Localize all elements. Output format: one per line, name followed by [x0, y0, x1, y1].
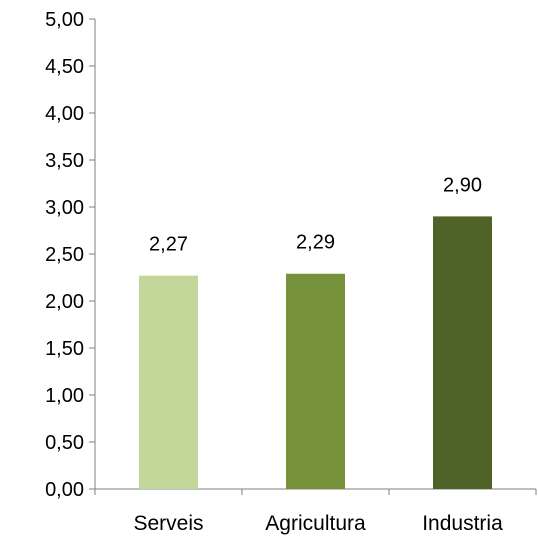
x-category-label: Serveis [133, 512, 203, 535]
y-tick-label: 2,00 [45, 291, 84, 313]
data-labels-group: 2,27 2,29 2,90 [149, 174, 482, 255]
bar-agricultura [286, 273, 345, 489]
y-tick-label: 2,50 [45, 244, 84, 266]
y-tick-label: 4,00 [45, 103, 84, 125]
y-tick-label: 3,50 [45, 150, 84, 172]
y-tick-label: 1,50 [45, 338, 84, 360]
x-axis: Serveis Agricultura Industria [94, 488, 537, 535]
y-tick-label: 3,00 [45, 197, 84, 219]
bars-group [139, 216, 492, 489]
y-tick-label: 5,00 [45, 9, 84, 31]
y-tick-label: 0,50 [45, 432, 84, 454]
bar-value-label: 2,29 [296, 232, 335, 254]
y-tick-label: 4,50 [45, 56, 84, 78]
bar-value-label: 2,27 [149, 234, 188, 256]
y-tick-label: 0,00 [45, 479, 84, 501]
y-axis: 0,00 0,50 1,00 1,50 2,00 2,50 3,00 3,50 4,00 4,50… [45, 9, 96, 501]
x-category-label: Agricultura [265, 512, 366, 535]
bar-industria [433, 216, 492, 489]
bar-serveis [139, 275, 198, 489]
bar-value-label: 2,90 [443, 174, 482, 196]
x-category-label: Industria [422, 512, 503, 535]
y-tick-label: 1,00 [45, 385, 84, 407]
